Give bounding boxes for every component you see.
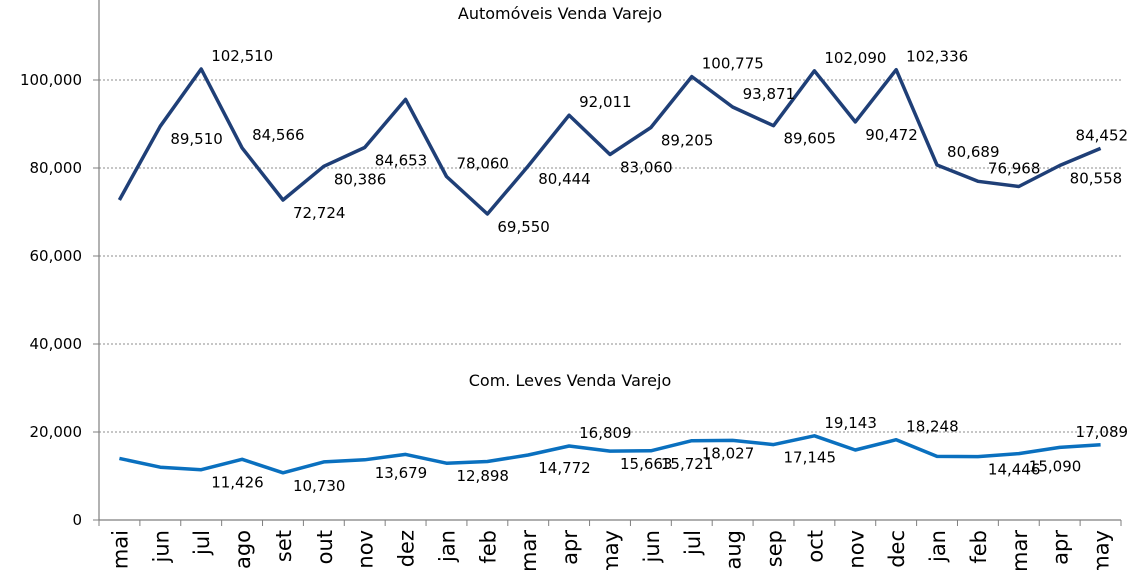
data-label: 72,724 bbox=[293, 204, 346, 222]
x-tick-label: jul bbox=[190, 530, 214, 556]
x-tick-label: jun bbox=[149, 530, 173, 563]
data-label: 84,653 bbox=[375, 152, 428, 170]
data-label: 19,143 bbox=[824, 414, 877, 432]
data-label: 15,090 bbox=[1029, 458, 1082, 476]
data-label: 84,566 bbox=[252, 126, 305, 144]
data-label: 76,968 bbox=[988, 159, 1040, 177]
series-line-1 bbox=[119, 434, 1101, 475]
x-tick-label: sep bbox=[763, 530, 787, 567]
series-titles: Automóveis Venda Varejo Com. Leves Venda… bbox=[458, 4, 671, 390]
x-tick-label: jul bbox=[681, 530, 705, 556]
series-title-automoveis: Automóveis Venda Varejo bbox=[458, 4, 662, 23]
data-label: 17,089 bbox=[1076, 423, 1129, 441]
y-tick-label: 40,000 bbox=[30, 335, 83, 353]
x-tick-label: feb bbox=[967, 530, 991, 564]
data-label: 14,772 bbox=[538, 459, 591, 477]
x-tick-label: ago bbox=[231, 530, 255, 569]
x-tick-label: nov bbox=[354, 530, 378, 569]
data-label: 18,248 bbox=[906, 418, 959, 436]
data-label: 11,426 bbox=[211, 474, 264, 492]
y-tick-label: 20,000 bbox=[30, 423, 83, 441]
data-label: 102,510 bbox=[211, 47, 273, 65]
x-tick-label: apr bbox=[558, 530, 582, 565]
series-lines bbox=[117, 67, 1102, 475]
x-tick-label: oct bbox=[803, 530, 827, 563]
y-tick-label: 60,000 bbox=[30, 247, 83, 265]
data-label: 89,605 bbox=[784, 130, 837, 148]
data-label: 80,444 bbox=[538, 170, 591, 188]
data-label: 80,558 bbox=[1070, 170, 1123, 188]
series-title-com-leves: Com. Leves Venda Varejo bbox=[469, 371, 671, 390]
x-tick-label: mai bbox=[108, 530, 132, 569]
data-label: 14,446 bbox=[988, 461, 1040, 479]
x-tick-label: dez bbox=[395, 530, 419, 567]
data-label: 92,011 bbox=[579, 93, 632, 111]
data-label: 17,145 bbox=[784, 449, 837, 467]
y-tick-label: 100,000 bbox=[20, 71, 82, 89]
x-tick-label: out bbox=[313, 530, 337, 564]
data-label: 78,060 bbox=[456, 155, 509, 173]
x-tick-label: jan bbox=[435, 530, 459, 563]
data-label: 80,386 bbox=[334, 170, 387, 188]
x-tick-label: apr bbox=[1049, 530, 1073, 565]
y-tick-label: 80,000 bbox=[30, 159, 83, 177]
data-label: 15,721 bbox=[661, 455, 714, 473]
data-label: 15,663 bbox=[620, 455, 673, 473]
data-label: 83,060 bbox=[620, 159, 673, 177]
x-tick-label: may bbox=[1090, 530, 1114, 570]
data-label: 89,205 bbox=[661, 131, 714, 149]
data-label: 69,550 bbox=[497, 218, 550, 236]
data-label: 89,510 bbox=[170, 130, 223, 148]
x-tick-label: nov bbox=[844, 530, 868, 569]
data-label: 93,871 bbox=[743, 85, 796, 103]
series-line-0 bbox=[117, 67, 1102, 216]
data-label: 12,898 bbox=[456, 467, 509, 485]
x-tick-label: jun bbox=[640, 530, 664, 563]
y-tick-label: 0 bbox=[72, 511, 82, 529]
x-tick-label: may bbox=[599, 530, 623, 570]
data-label: 10,730 bbox=[293, 477, 346, 495]
data-label: 16,809 bbox=[579, 424, 632, 442]
x-tick-label: feb bbox=[476, 530, 500, 564]
x-tick-label: dec bbox=[885, 530, 909, 568]
data-label: 90,472 bbox=[865, 126, 918, 144]
data-label: 84,452 bbox=[1076, 126, 1129, 144]
x-tick-label: mar bbox=[1008, 530, 1032, 570]
data-label: 13,679 bbox=[375, 464, 428, 482]
data-label: 102,090 bbox=[824, 49, 886, 67]
x-tick-label: jan bbox=[926, 530, 950, 563]
data-label: 80,689 bbox=[947, 143, 1000, 161]
x-tick-label: mar bbox=[517, 530, 541, 570]
x-tick-label: set bbox=[272, 530, 296, 562]
x-tick-label: aug bbox=[722, 530, 746, 570]
data-label: 100,775 bbox=[702, 55, 764, 73]
data-label: 18,027 bbox=[702, 445, 755, 463]
data-label: 102,336 bbox=[906, 48, 968, 66]
